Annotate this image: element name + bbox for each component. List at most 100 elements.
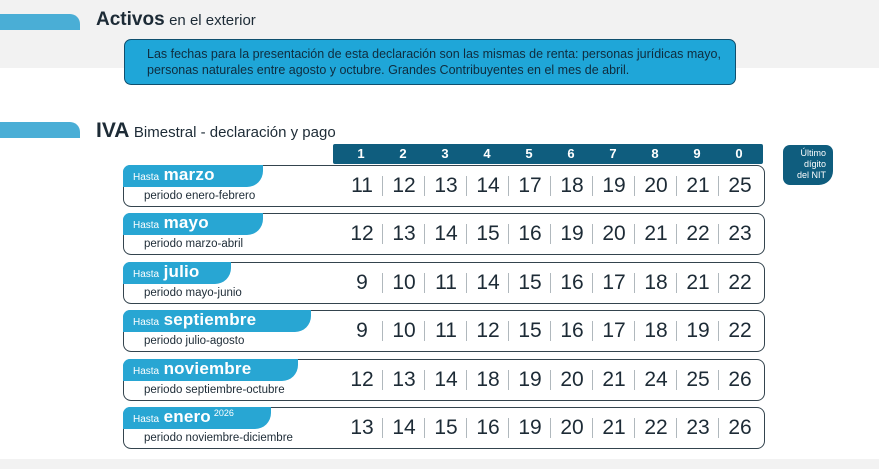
due-date-digit-6: 16 <box>560 271 584 294</box>
due-date-digit-1: 9 <box>356 271 368 294</box>
nit-label-line-2: dígito <box>803 159 826 169</box>
due-date-digit-7: 17 <box>602 319 626 342</box>
deadline-month: julio <box>163 262 200 281</box>
bottom-band <box>0 459 879 469</box>
period-label: periodo noviembre-diciembre <box>144 432 293 444</box>
iva-title-rest: Bimestral - declaración y pago <box>133 124 336 141</box>
due-date-digit-3: 13 <box>434 174 458 197</box>
due-date-digit-1: 12 <box>350 368 374 391</box>
table-row: Hasta mayo periodo marzo-abril 12 13 14 15 16 1… <box>123 213 765 255</box>
deadline-month: mayo <box>163 213 209 232</box>
due-date-digit-4: 14 <box>476 174 500 197</box>
hasta-label: Hasta <box>133 366 160 377</box>
due-date-digit-7: 20 <box>602 222 626 245</box>
due-date-digit-6: 16 <box>560 319 584 342</box>
cell-divider <box>382 224 383 244</box>
cell-divider <box>718 418 719 438</box>
due-date-digit-9: 25 <box>686 368 710 391</box>
due-date-digit-1: 13 <box>350 416 374 439</box>
cell-divider <box>508 224 509 244</box>
due-date-digit-9: 22 <box>686 222 710 245</box>
cell-divider <box>718 224 719 244</box>
due-date-digit-4: 12 <box>476 319 500 342</box>
due-date-digit-7: 19 <box>602 174 626 197</box>
due-date-digit-5: 16 <box>518 222 542 245</box>
digit-header-8: 8 <box>651 146 659 161</box>
nit-label-line-1: Último <box>800 148 826 158</box>
cell-divider <box>550 418 551 438</box>
deadline-month: septiembre <box>163 310 257 329</box>
cell-divider <box>676 224 677 244</box>
due-date-digit-8: 18 <box>644 271 668 294</box>
cell-divider <box>550 176 551 196</box>
cell-divider <box>466 321 467 341</box>
due-date-digit-9: 21 <box>686 271 710 294</box>
cell-divider <box>718 273 719 293</box>
table-row: Hasta enero 2026 periodo noviembre-diciemb… <box>123 407 765 449</box>
due-date-digit-8: 20 <box>644 174 668 197</box>
cell-divider <box>634 370 635 390</box>
digit-header-1: 1 <box>357 146 365 161</box>
cell-divider <box>676 176 677 196</box>
cell-divider <box>424 418 425 438</box>
due-date-digit-7: 17 <box>602 271 626 294</box>
due-date-digit-4: 18 <box>476 368 500 391</box>
hasta-label: Hasta <box>133 414 160 425</box>
cell-divider <box>424 321 425 341</box>
cell-divider <box>508 273 509 293</box>
cell-divider <box>508 370 509 390</box>
cell-divider <box>382 321 383 341</box>
cell-divider <box>382 273 383 293</box>
hasta-label: Hasta <box>133 317 160 328</box>
due-date-digit-4: 15 <box>476 222 500 245</box>
due-date-digit-8: 21 <box>644 222 668 245</box>
due-date-digit-7: 21 <box>602 368 626 391</box>
deadline-month-pill: Hasta enero 2026 <box>123 407 271 429</box>
due-date-digit-9: 21 <box>686 174 710 197</box>
iva-tab-accent <box>0 122 80 138</box>
info-box: Las fechas para la presentación de esta … <box>124 39 736 85</box>
due-date-digit-6: 20 <box>560 416 584 439</box>
cell-divider <box>382 370 383 390</box>
due-date-digit-9: 23 <box>686 416 710 439</box>
cell-divider <box>508 176 509 196</box>
cell-divider <box>466 273 467 293</box>
due-date-digit-5: 15 <box>518 271 542 294</box>
cell-divider <box>424 224 425 244</box>
nit-digit-header: 1 2 3 4 5 6 7 8 9 0 <box>333 144 763 164</box>
cell-divider <box>718 176 719 196</box>
cell-divider <box>466 224 467 244</box>
due-date-digit-1: 12 <box>350 222 374 245</box>
due-date-digit-1: 9 <box>356 319 368 342</box>
cell-divider <box>466 418 467 438</box>
cell-divider <box>508 321 509 341</box>
cell-divider <box>466 176 467 196</box>
due-date-digit-0: 26 <box>728 416 752 439</box>
due-date-digit-5: 19 <box>518 368 542 391</box>
deadline-month-pill: Hasta mayo <box>123 213 263 235</box>
table-row: Hasta septiembre periodo julio-agosto 9 10 1… <box>123 310 765 352</box>
due-date-digit-1: 11 <box>351 174 373 197</box>
cell-divider <box>634 321 635 341</box>
due-date-digit-6: 19 <box>560 222 584 245</box>
nit-label-line-3: del NIT <box>796 170 826 180</box>
due-date-digit-3: 14 <box>434 222 458 245</box>
deadline-year: 2026 <box>213 408 234 418</box>
cell-divider <box>550 224 551 244</box>
due-date-digit-5: 15 <box>518 319 542 342</box>
due-date-digit-6: 20 <box>560 368 584 391</box>
due-date-digit-2: 13 <box>392 368 416 391</box>
cell-divider <box>550 273 551 293</box>
deadline-month: enero <box>163 407 211 426</box>
digit-header-9: 9 <box>693 146 701 161</box>
cell-divider <box>718 321 719 341</box>
due-date-digit-5: 17 <box>518 174 542 197</box>
period-label: periodo enero-febrero <box>144 190 256 202</box>
activos-title-bold: Activos <box>96 9 165 30</box>
due-date-digit-3: 14 <box>434 368 458 391</box>
due-date-digit-4: 16 <box>476 416 500 439</box>
cell-divider <box>424 273 425 293</box>
cell-divider <box>676 321 677 341</box>
cell-divider <box>550 321 551 341</box>
hasta-label: Hasta <box>133 269 160 280</box>
